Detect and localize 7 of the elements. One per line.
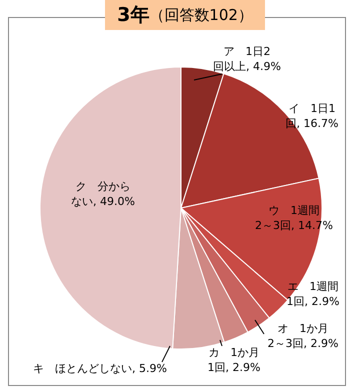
slice-label: ク 分からない, 49.0%: [71, 180, 135, 208]
slice-label: ア 1日2回以上, 4.9%: [213, 45, 281, 73]
slice-label: エ 1週間1回, 2.9%: [286, 280, 340, 308]
slice-label: キ ほとんどしない, 5.9%: [33, 362, 167, 375]
slice-label: カ 1か月1回, 2.9%: [208, 346, 260, 374]
slice-label: オ 1か月2～3回, 2.9%: [268, 322, 338, 350]
chart-title: 3年（回答数102）: [117, 3, 253, 28]
